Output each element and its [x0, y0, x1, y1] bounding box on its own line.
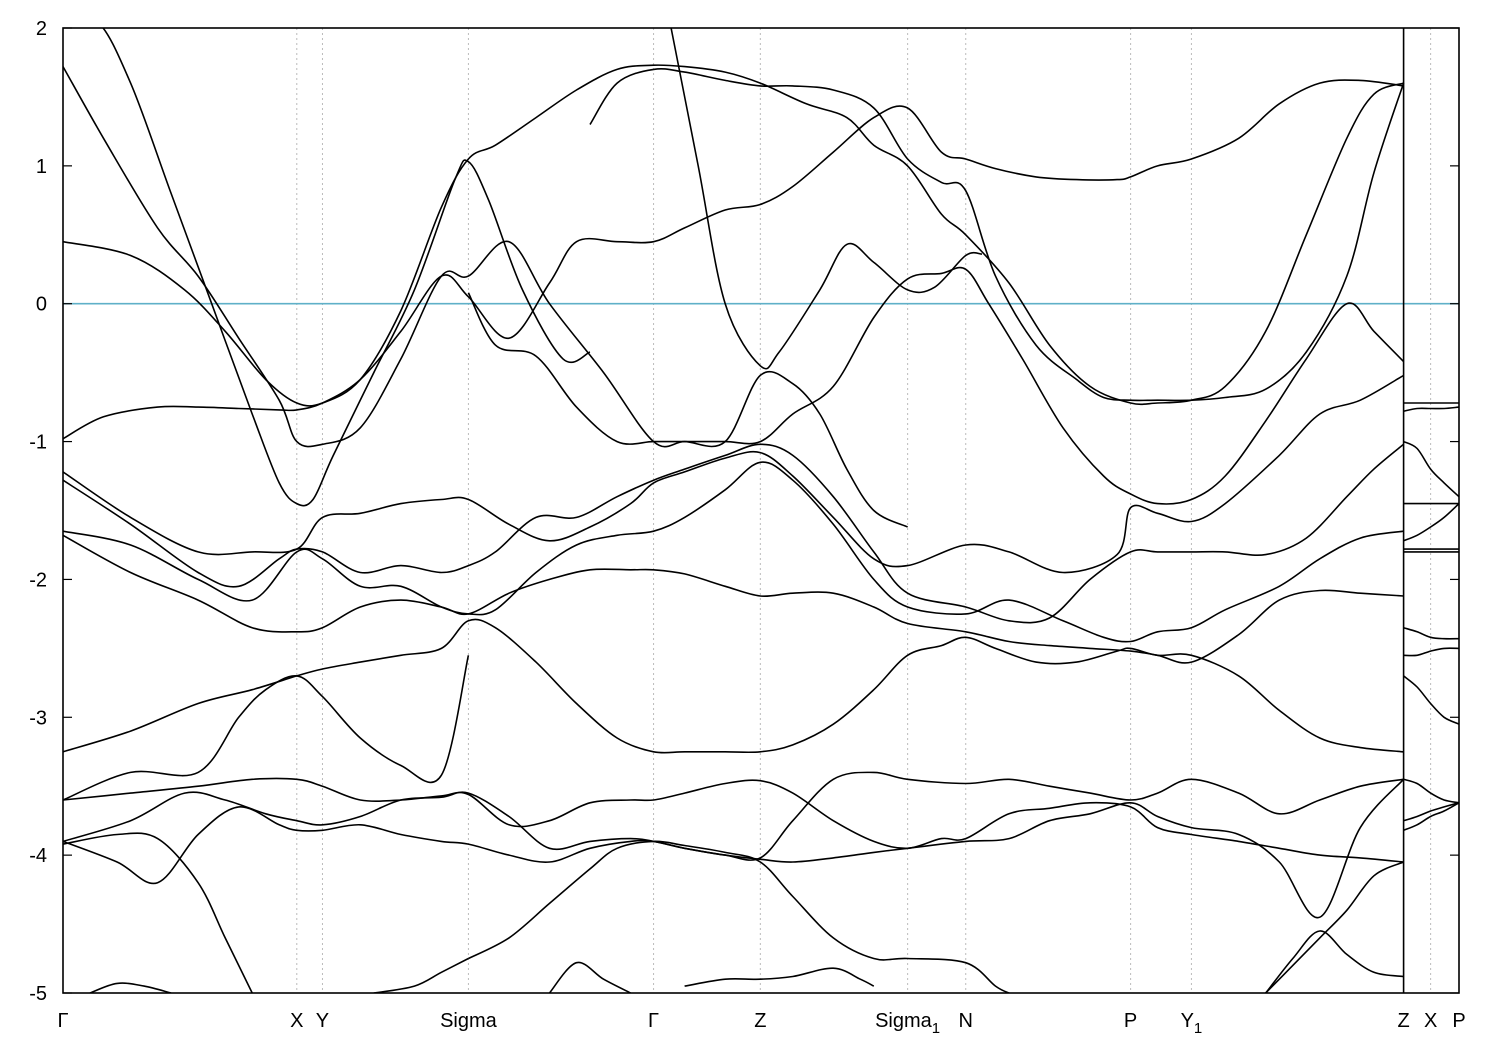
kpoint-label-main: Γ [648, 1010, 659, 1032]
band-line [63, 374, 1404, 574]
kpoint-label-main: Z [754, 1010, 766, 1032]
band-line [1403, 503, 1459, 542]
kpoint-label-main: Y [316, 1010, 329, 1032]
kpoint-label-main: P [1452, 1010, 1465, 1032]
band-line [63, 28, 591, 507]
band-line [1403, 675, 1459, 725]
band-line [63, 777, 1404, 863]
y-tick-label: 1 [36, 156, 47, 178]
kpoint-label: Y1 [1181, 1010, 1203, 1037]
kpoint-label: X [1424, 1010, 1437, 1032]
kpoint-label: Y [316, 1010, 329, 1032]
band-line [1403, 802, 1459, 822]
band-line [63, 534, 1404, 664]
band-line [63, 832, 253, 993]
band-line [63, 461, 1404, 643]
kpoint-label-main: X [1424, 1010, 1437, 1032]
kpoint-label: N [959, 1010, 973, 1032]
band-line [89, 982, 172, 993]
kpoint-label-main: P [1124, 1010, 1137, 1032]
kpoint-label-sub: 1 [1194, 1020, 1202, 1037]
kpoint-label: Z [1397, 1010, 1409, 1032]
band-line [1403, 626, 1459, 640]
band-line [1403, 647, 1459, 657]
kpoint-label: X [290, 1010, 303, 1032]
band-line [670, 28, 983, 370]
kpoint-label: Sigma [440, 1010, 498, 1032]
band-line [63, 79, 1404, 440]
plot-frame [62, 27, 1460, 994]
kpoint-label-main: X [290, 1010, 303, 1032]
band-line [63, 64, 1404, 407]
y-tick-label: -3 [29, 707, 47, 729]
kpoint-gridlines [296, 28, 1432, 993]
kpoint-label-main: Z [1397, 1010, 1409, 1032]
band-line [1265, 930, 1404, 993]
band-line [63, 66, 1405, 505]
band-line [684, 967, 875, 987]
band-line [63, 618, 1404, 754]
y-axis-ticks: -5 -4 -3 -2 -1 0 1 2 [29, 18, 1459, 1005]
kpoint-label-sub: 1 [932, 1020, 940, 1037]
kpoint-label: P [1124, 1010, 1137, 1032]
x-axis-ticks: Γ X Y Sigma Γ Z Sigma1 N P Y1 Z X P [57, 1010, 1465, 1037]
band-line [63, 655, 470, 801]
kpoint-label-main: Sigma [440, 1010, 498, 1032]
band-curves [63, 28, 1459, 993]
kpoint-label-main: Y [1181, 1010, 1194, 1032]
band-line [373, 957, 469, 993]
band-line [468, 840, 1010, 993]
kpoint-label: Z [754, 1010, 766, 1032]
band-line [1403, 440, 1459, 498]
y-tick-label: -2 [29, 569, 47, 591]
band-line [63, 443, 1405, 624]
band-line [548, 961, 631, 993]
band-line [1403, 406, 1459, 412]
y-tick-label: -1 [29, 432, 47, 454]
band-line [467, 292, 908, 528]
kpoint-label-main: Γ [57, 1010, 68, 1032]
kpoint-label: Γ [648, 1010, 659, 1032]
y-tick-label: 0 [36, 294, 47, 316]
band-line [1403, 802, 1459, 832]
kpoint-label-main: Sigma [875, 1010, 933, 1032]
kpoint-label: Sigma1 [875, 1010, 940, 1037]
band-line [589, 67, 1405, 402]
y-tick-label: -5 [29, 983, 47, 1005]
kpoint-label: P [1452, 1010, 1465, 1032]
band-line [63, 778, 1405, 919]
kpoint-label-main: N [959, 1010, 973, 1032]
y-tick-label: -4 [29, 845, 47, 867]
band-line [1265, 861, 1404, 993]
y-tick-label: 2 [36, 18, 47, 40]
band-line [1403, 778, 1459, 804]
kpoint-label: Γ [57, 1010, 68, 1032]
